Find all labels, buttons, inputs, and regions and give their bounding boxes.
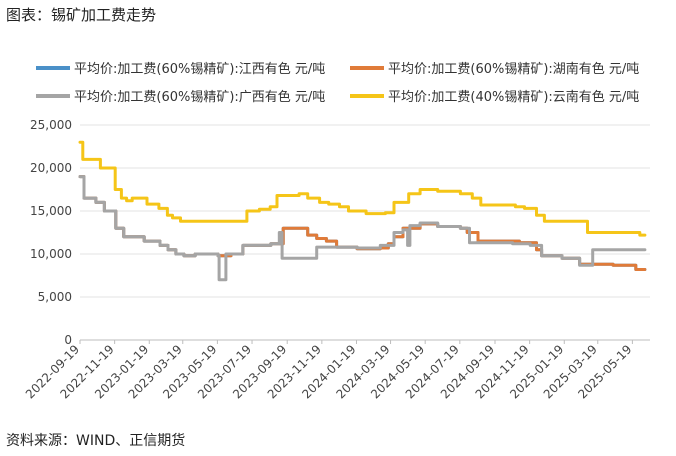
legend-item-yunnan: 平均价:加工费(40%锡精矿):云南有色 元/吨 xyxy=(350,86,639,105)
source-note: 资料来源：WIND、正信期货 xyxy=(6,433,186,449)
grid-lines xyxy=(80,124,650,341)
y-axis: 0 5,000 10,000 15,000 20,000 25,000 xyxy=(30,118,72,347)
chart-title: 图表：锡矿加工费走势 xyxy=(6,6,157,24)
series-line-yunnan xyxy=(78,140,647,237)
y-tick-label: 5,000 xyxy=(38,290,72,304)
legend-item-hunan: 平均价:加工费(60%锡精矿):湖南有色 元/吨 xyxy=(350,58,639,77)
series-lines xyxy=(78,140,647,282)
x-axis: 2022-09-192022-11-192023-01-192023-03-19… xyxy=(23,340,635,401)
y-tick-label: 20,000 xyxy=(30,161,72,175)
y-tick-label: 0 xyxy=(64,333,72,347)
legend-swatch-jiangxi xyxy=(36,65,70,70)
legend-swatch-guangxi xyxy=(36,93,70,98)
series-line-guangxi xyxy=(78,175,647,282)
legend-label-hunan: 平均价:加工费(60%锡精矿):湖南有色 元/吨 xyxy=(388,62,640,77)
legend-label-guangxi: 平均价:加工费(60%锡精矿):广西有色 元/吨 xyxy=(74,90,326,105)
legend-label-jiangxi: 平均价:加工费(60%锡精矿):江西有色 元/吨 xyxy=(74,62,326,77)
y-tick-label: 15,000 xyxy=(30,204,72,218)
legend-item-jiangxi: 平均价:加工费(60%锡精矿):江西有色 元/吨 xyxy=(36,58,325,77)
y-tick-label: 10,000 xyxy=(30,247,72,261)
legend-label-yunnan: 平均价:加工费(40%锡精矿):云南有色 元/吨 xyxy=(388,90,640,105)
legend-item-guangxi: 平均价:加工费(60%锡精矿):广西有色 元/吨 xyxy=(36,86,325,105)
legend-swatch-yunnan xyxy=(350,93,384,98)
y-tick-label: 25,000 xyxy=(30,118,72,132)
legend-swatch-hunan xyxy=(350,65,384,70)
